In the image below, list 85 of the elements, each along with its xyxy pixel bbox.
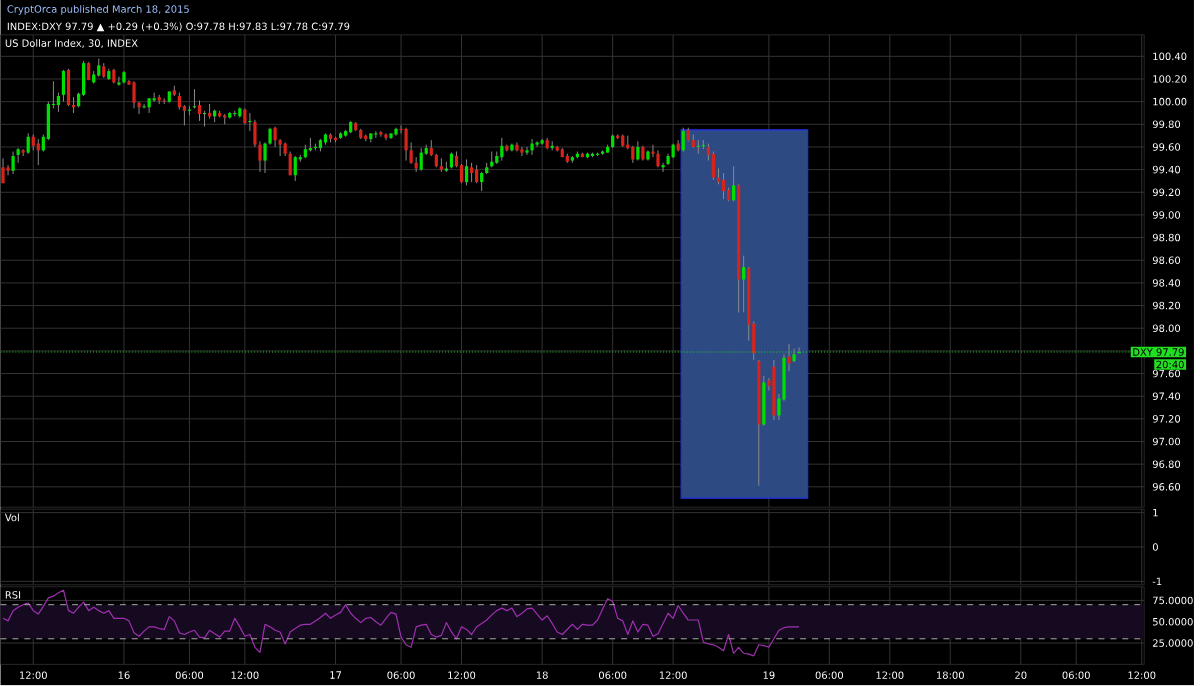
candlestick [464,159,469,187]
y-tick-label: 97.40 [1152,392,1181,401]
candlestick [137,101,141,115]
y-tick-label: 96.80 [1152,460,1181,469]
candlestick [97,58,101,78]
x-tick-label: 20 [1015,671,1027,680]
chart-title: US Dollar Index, 30, INDEX [5,39,138,49]
y-tick-label: -1 [1152,577,1162,586]
y-tick-label: 25.0000 [1152,639,1193,648]
y-tick-label: 97.00 [1152,437,1181,446]
candlestick [278,138,282,157]
x-tick-label: 06:00 [175,671,204,680]
candlestick [253,119,257,148]
y-tick-label: 98.00 [1152,324,1181,333]
candlestick [11,151,15,175]
candlestick [379,130,383,138]
x-tick-label: 06:00 [815,671,843,680]
x-tick-label: 12:00 [876,671,904,680]
y-tick-label: 1 [1153,509,1158,517]
candlestick [742,255,746,314]
candlestick [182,104,187,127]
y-tick-label: 99.80 [1152,120,1181,129]
candlestick [731,165,736,203]
candlestick [293,155,297,182]
candlestick [480,171,484,192]
chart-title: Vol [4,513,19,522]
candlestick [26,133,30,155]
candlestick [475,164,479,184]
y-tick-label: 97.20 [1152,415,1181,423]
candlestick [263,142,267,174]
y-tick-label: 98.80 [1152,234,1181,242]
x-tick-label: 06:00 [1062,671,1090,680]
candlestick [459,163,464,184]
candlestick [248,112,252,132]
y-tick-label: 99.40 [1152,166,1181,174]
x-tick-label: 12:00 [1128,671,1156,680]
candlestick [681,127,685,153]
candlestick [419,147,423,172]
x-tick-label: 12:00 [659,671,687,680]
y-tick-label: 99.60 [1152,143,1181,151]
candlestick [258,141,262,173]
candlestick [711,151,716,181]
x-tick-label: 19 [763,671,775,680]
x-tick-label: 06:00 [387,671,415,680]
candlestick [636,141,640,162]
y-tick-label: 98.60 [1152,256,1181,265]
x-tick-label: 12:00 [231,671,259,680]
candlestick [651,144,655,158]
candlestick [767,377,771,392]
x-tick-label: 17 [330,671,342,679]
y-tick-label: 96.60 [1152,483,1181,491]
y-tick-label: 99.00 [1152,211,1181,219]
x-tick-label: 06:00 [599,671,627,680]
text: CryptOrca published March 18, 2015 [7,5,189,15]
candlestick [16,147,20,164]
candlestick [787,343,791,372]
x-tick-label: 12:00 [448,671,476,680]
x-tick-label: 16 [118,671,130,680]
y-tick-label: 100.40 [1153,52,1187,61]
candlestick [197,100,202,122]
chart-subtitle: INDEX:DXY 97.79 ▲ +0.29 (+0.3%) O:97.78 H:97.83 L:97.78 C:97.79 [7,22,350,32]
candlestick [142,103,146,110]
x-tick-label: 18 [536,671,548,680]
candlestick [117,76,121,87]
y-tick-label: 98.20 [1152,302,1181,310]
candlestick [409,142,413,165]
x-tick-label: 18:00 [937,671,964,680]
ref-line-label: DXY 97.79 [1133,348,1184,357]
candlestick [61,69,66,103]
y-tick-label: 75.0000 [1153,596,1193,605]
candlestick [469,162,474,183]
x-tick-label: 12:00 [20,671,47,680]
y-tick-label: 100.00 [1153,98,1187,106]
y-tick-label: 100.20 [1153,75,1187,83]
y-tick-label: 99.20 [1152,188,1181,197]
candlestick [56,92,61,113]
y-tick-label: 50.0000 [1153,618,1193,626]
candlestick [661,162,665,173]
y-tick-label: 98.40 [1152,279,1181,287]
chart-title: RSI [5,591,21,599]
candlestick [273,126,277,148]
text: 20:40 [1156,360,1184,369]
y-tick-label: 97.60 [1152,370,1181,378]
y-tick-label: 0 [1152,543,1158,552]
candlestick [525,146,529,156]
